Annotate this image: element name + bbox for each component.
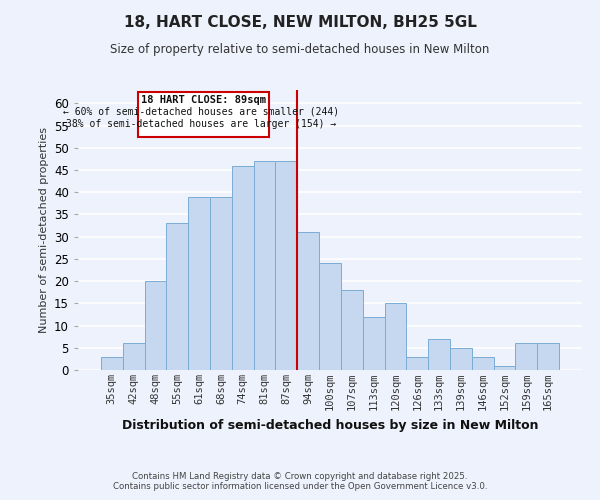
Text: Contains public sector information licensed under the Open Government Licence v3: Contains public sector information licen… [113,482,487,491]
Bar [166,224,188,370]
Bar [210,196,232,370]
Bar [363,316,385,370]
Bar [297,232,319,370]
Text: Contains HM Land Registry data © Crown copyright and database right 2025.: Contains HM Land Registry data © Crown c… [132,472,468,481]
FancyBboxPatch shape [138,92,269,136]
Bar [232,166,254,370]
Y-axis label: Number of semi-detached properties: Number of semi-detached properties [38,127,49,333]
Bar [254,161,275,370]
Bar [275,161,297,370]
Text: 38% of semi-detached houses are larger (154) →: 38% of semi-detached houses are larger (… [66,119,337,129]
Bar [494,366,515,370]
Bar [537,344,559,370]
Bar [123,344,145,370]
Bar [428,339,450,370]
Text: ← 60% of semi-detached houses are smaller (244): ← 60% of semi-detached houses are smalle… [63,107,340,117]
X-axis label: Distribution of semi-detached houses by size in New Milton: Distribution of semi-detached houses by … [122,418,538,432]
Bar [145,281,166,370]
Text: Size of property relative to semi-detached houses in New Milton: Size of property relative to semi-detach… [110,42,490,56]
Bar [101,356,123,370]
Bar [385,304,406,370]
Bar [319,264,341,370]
Bar [188,196,210,370]
Bar [450,348,472,370]
Bar [406,356,428,370]
Text: 18, HART CLOSE, NEW MILTON, BH25 5GL: 18, HART CLOSE, NEW MILTON, BH25 5GL [124,15,476,30]
Text: 18 HART CLOSE: 89sqm: 18 HART CLOSE: 89sqm [141,96,266,106]
Bar [472,356,494,370]
Bar [341,290,363,370]
Bar [515,344,537,370]
